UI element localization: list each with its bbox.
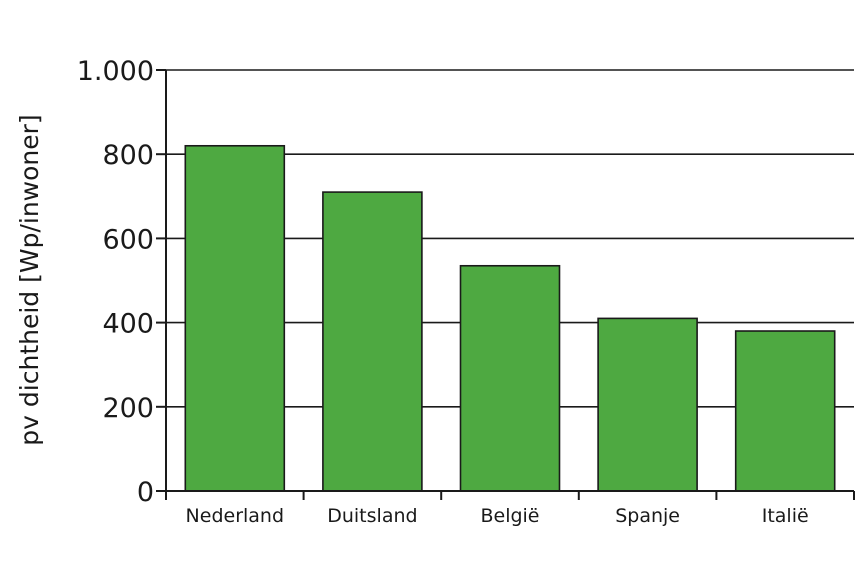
- bar-itali: [734, 330, 836, 492]
- bar-duitsland: [322, 191, 423, 492]
- x-tick-labels: Nederland Duitsland België Spanje Italië: [186, 505, 809, 527]
- x-tick-label: België: [480, 505, 539, 527]
- x-tick-label: Nederland: [186, 505, 285, 527]
- y-axis-title: pv dichtheid [Wp/inwoner]: [15, 114, 44, 445]
- y-tick-label: 600: [102, 224, 154, 255]
- bar-belgi: [459, 264, 561, 492]
- axes: [156, 69, 855, 500]
- bar-nederland: [184, 144, 286, 492]
- bar-spanje: [597, 317, 698, 492]
- y-tick-label: 0: [137, 477, 154, 508]
- y-tick-label: 400: [102, 309, 154, 340]
- x-tick-label: Italië: [762, 505, 809, 527]
- y-tick-label: 1.000: [77, 56, 154, 87]
- y-tick-labels: 0 200 400 600 800 1.000: [77, 56, 154, 508]
- x-tick-label: Spanje: [615, 505, 680, 527]
- y-tick-label: 200: [102, 393, 154, 424]
- x-tick-label: Duitsland: [327, 505, 417, 527]
- bars: [184, 144, 836, 492]
- y-tick-label: 800: [102, 140, 154, 171]
